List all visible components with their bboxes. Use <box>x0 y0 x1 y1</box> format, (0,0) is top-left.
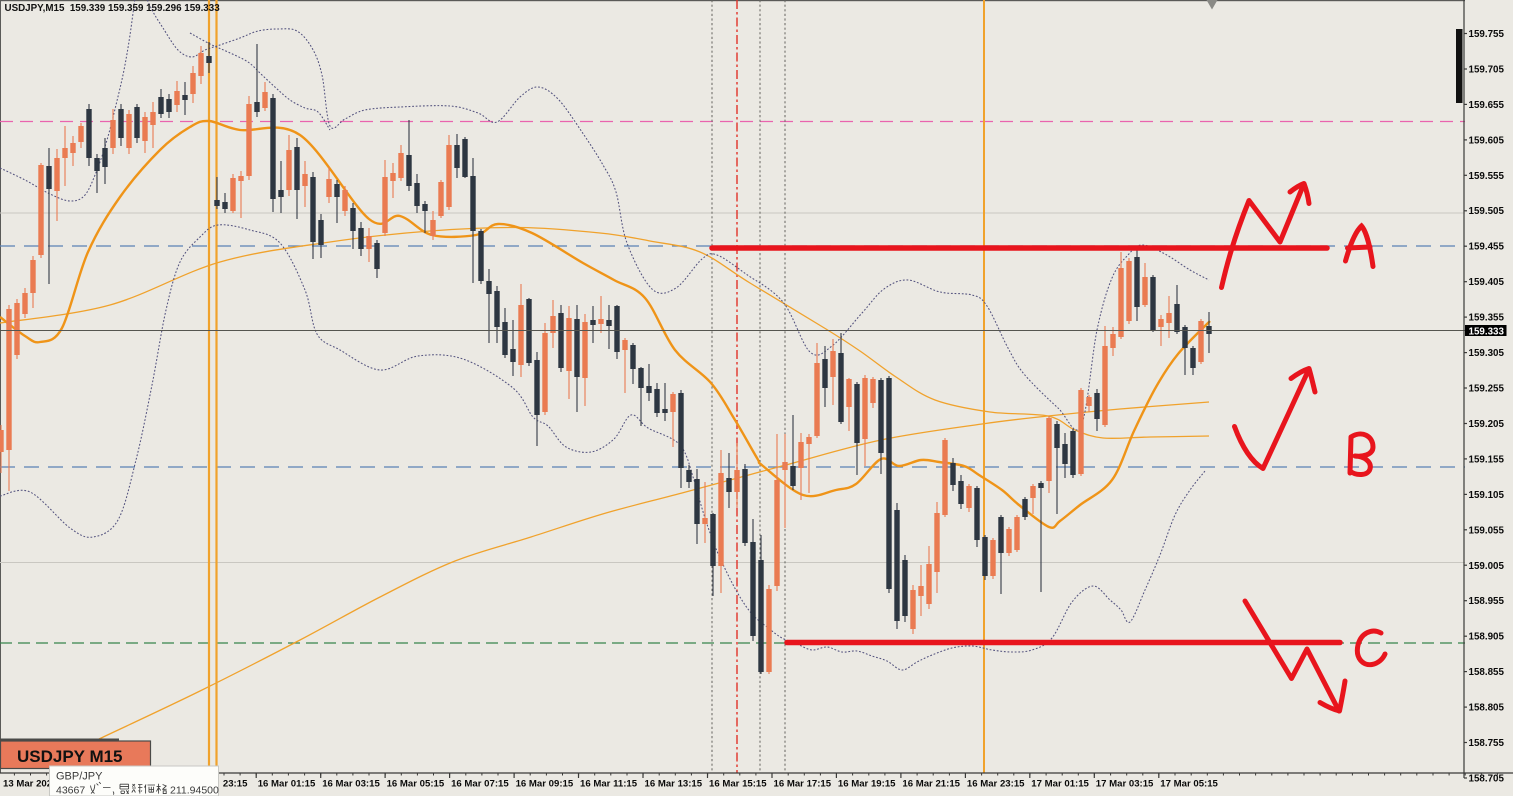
svg-text:159.105: 159.105 <box>1469 490 1505 501</box>
svg-text:158.755: 158.755 <box>1469 738 1505 749</box>
svg-text:17 Mar 01:15: 17 Mar 01:15 <box>1031 779 1089 790</box>
svg-text:159.255: 159.255 <box>1469 384 1505 395</box>
svg-text:GBP/JPY: GBP/JPY <box>56 771 103 783</box>
svg-text:159.055: 159.055 <box>1469 525 1505 536</box>
svg-text:13 Mar 2026: 13 Mar 2026 <box>3 779 57 790</box>
svg-text:USDJPY M15: USDJPY M15 <box>17 747 123 766</box>
svg-text:16 Mar 11:15: 16 Mar 11:15 <box>580 779 638 790</box>
svg-text:17 Mar 03:15: 17 Mar 03:15 <box>1096 779 1154 790</box>
svg-text:159.155: 159.155 <box>1469 454 1505 465</box>
svg-text:23:15: 23:15 <box>223 779 248 790</box>
svg-text:159.355: 159.355 <box>1469 313 1505 324</box>
svg-text:158.705: 158.705 <box>1469 774 1505 785</box>
svg-text:159.505: 159.505 <box>1469 206 1505 217</box>
svg-text:159.605: 159.605 <box>1469 135 1505 146</box>
svg-text:158.955: 158.955 <box>1469 596 1505 607</box>
svg-text:43667: 43667 <box>56 785 85 796</box>
svg-text:16 Mar 13:15: 16 Mar 13:15 <box>645 779 703 790</box>
svg-text:159.405: 159.405 <box>1469 277 1505 288</box>
svg-text:16 Mar 09:15: 16 Mar 09:15 <box>516 779 574 790</box>
svg-text:USDJPY,M15 159.339 159.359 15: USDJPY,M15 159.339 159.359 159.296 159.3… <box>5 3 221 14</box>
svg-text:16 Mar 19:15: 16 Mar 19:15 <box>838 779 896 790</box>
svg-text:159.205: 159.205 <box>1469 419 1505 430</box>
svg-text:158.855: 158.855 <box>1469 667 1505 678</box>
svg-text:159.005: 159.005 <box>1469 561 1505 572</box>
svg-text:159.555: 159.555 <box>1469 171 1505 182</box>
svg-text:16 Mar 07:15: 16 Mar 07:15 <box>451 779 509 790</box>
svg-text:16 Mar 15:15: 16 Mar 15:15 <box>709 779 767 790</box>
svg-text:17 Mar 05:15: 17 Mar 05:15 <box>1160 779 1218 790</box>
svg-text:16 Mar 23:15: 16 Mar 23:15 <box>967 779 1025 790</box>
svg-text:159.755: 159.755 <box>1469 29 1505 40</box>
svg-text:16 Mar 17:15: 16 Mar 17:15 <box>774 779 832 790</box>
svg-text:159.305: 159.305 <box>1469 348 1505 359</box>
svg-text:159.655: 159.655 <box>1469 100 1505 111</box>
svg-text:16 Mar 21:15: 16 Mar 21:15 <box>902 779 960 790</box>
svg-text:159.455: 159.455 <box>1469 242 1505 253</box>
svg-text:16 Mar 05:15: 16 Mar 05:15 <box>387 779 445 790</box>
svg-text:159.333: 159.333 <box>1469 326 1505 337</box>
svg-text:159.705: 159.705 <box>1469 65 1505 76</box>
svg-text:16 Mar 01:15: 16 Mar 01:15 <box>258 779 316 790</box>
svg-text:211.94500: 211.94500 <box>170 785 219 796</box>
svg-text:158.905: 158.905 <box>1469 632 1505 643</box>
svg-text:158.805: 158.805 <box>1469 703 1505 714</box>
svg-text:16 Mar 03:15: 16 Mar 03:15 <box>322 779 380 790</box>
